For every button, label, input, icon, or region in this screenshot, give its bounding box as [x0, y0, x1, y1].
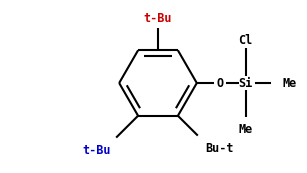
- Text: Cl: Cl: [239, 34, 253, 47]
- Text: O: O: [216, 76, 223, 90]
- Text: Bu-t: Bu-t: [205, 142, 234, 155]
- Text: t-Bu: t-Bu: [82, 144, 111, 157]
- Text: Si: Si: [239, 76, 253, 90]
- Text: t-Bu: t-Bu: [144, 12, 172, 25]
- Text: Me: Me: [239, 123, 253, 136]
- Text: Me: Me: [282, 76, 297, 90]
